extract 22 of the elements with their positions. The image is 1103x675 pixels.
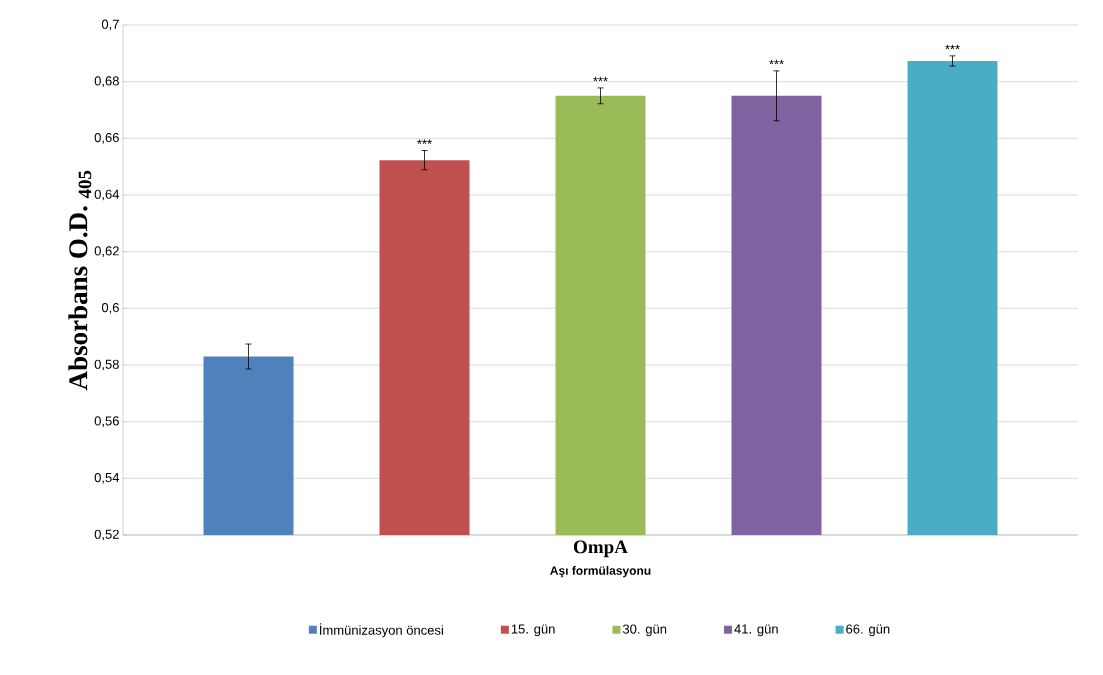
x-axis-title: Aşı formülasyonu: [550, 566, 651, 578]
y-axis-title: Absorbans O.D. $_{405}$: [68, 170, 92, 391]
legend-label: İmmünizasyon öncesi: [320, 623, 443, 638]
y-tick-label: 0,54: [94, 472, 120, 484]
y-tick-label: 0,68: [94, 76, 119, 88]
y-tick-label: 0,64: [94, 189, 120, 201]
annotation: ***: [593, 76, 608, 82]
annotation: ***: [945, 44, 960, 50]
y-tick-label: 0,56: [94, 416, 119, 428]
legend-label: 30. gün: [622, 624, 667, 637]
annotation: ***: [769, 59, 784, 65]
legend-label: 66. gün: [846, 624, 890, 637]
y-tick-label: 0,6: [101, 302, 119, 314]
y-tick-label: 0,62: [94, 246, 119, 258]
legend-label: 15. gün: [511, 624, 555, 637]
legend-label: 41. gün: [734, 624, 778, 637]
y-tick-label: 0,7: [101, 19, 119, 31]
y-tick-label: 0,66: [94, 132, 119, 144]
annotation: ***: [417, 139, 432, 144]
x-tick-label: OmpA: [573, 540, 628, 558]
y-tick-label: 0,52: [94, 529, 119, 541]
y-tick-label: 0,58: [94, 359, 119, 371]
